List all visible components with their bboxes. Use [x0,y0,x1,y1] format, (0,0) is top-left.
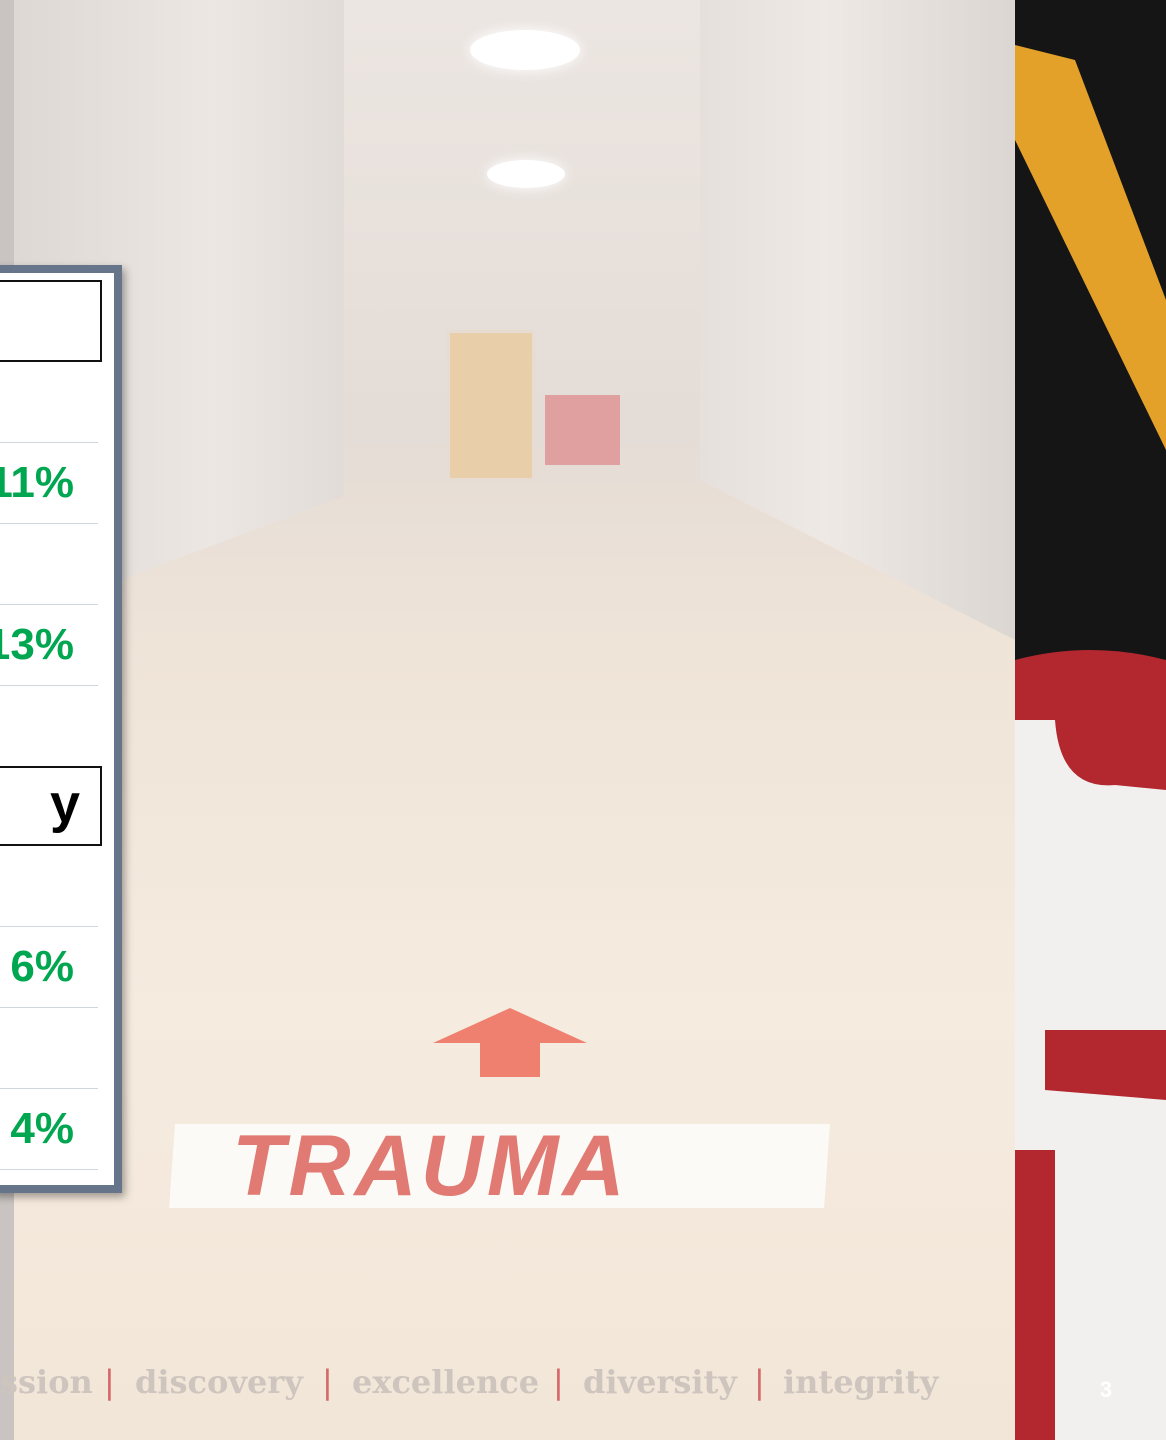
table-header [0,280,102,362]
flag-panel [1015,0,1166,1440]
ceiling-light [470,30,580,70]
footer-word: ssion [0,1363,93,1401]
table-row [0,362,98,443]
table-row [0,686,98,767]
table-row: 6% [0,927,98,1008]
floor-arrow [430,1005,590,1080]
door [447,330,535,481]
wall [700,0,1015,640]
percent-cell: 11% [0,443,74,523]
footer-word: excellence [352,1363,539,1401]
separator: | [754,1363,765,1401]
table-header: y [0,766,102,846]
ceiling-light [487,160,565,188]
footer-word: integrity [783,1363,938,1401]
table-row: 13% [0,605,98,686]
table-row [0,524,98,605]
footer-word: diversity [583,1363,737,1401]
percent-cell: 13% [0,605,74,685]
table: 11% 13% y 6% 4% [0,265,122,1193]
separator: | [322,1363,333,1401]
floor-sign-text: TRAUMA [232,1124,629,1208]
table-row [0,1008,98,1089]
table-row: 11% [0,443,98,524]
background-photo: TRAUMA [0,0,1015,1440]
page-number: 3 [1090,1377,1122,1403]
footer-word: discovery [135,1363,303,1401]
table-row: 4% [0,1089,98,1170]
cart [545,395,620,465]
separator: | [553,1363,564,1401]
percent-cell: 4% [10,1089,74,1169]
percent-cell: 6% [10,927,74,1007]
slide: TRAUMA 11% 13% y 6% 4% ssion | discovery… [0,0,1166,1440]
separator: | [104,1363,115,1401]
table-row [0,846,98,927]
header-text: y [50,768,80,840]
